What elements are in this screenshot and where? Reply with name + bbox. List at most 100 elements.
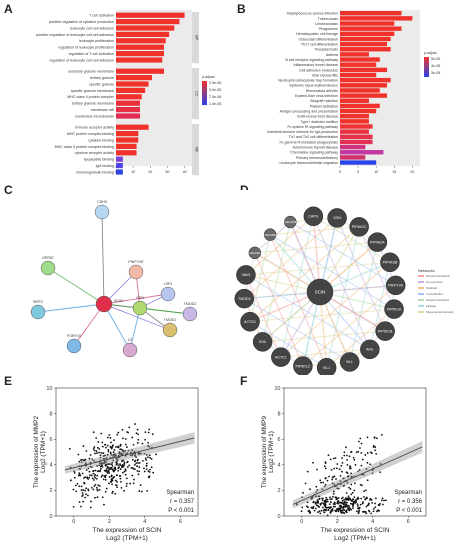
data-point (329, 498, 332, 501)
data-point (72, 488, 75, 491)
data-point (132, 443, 135, 446)
bar (340, 21, 395, 26)
data-point (382, 503, 384, 506)
bar (116, 12, 185, 18)
data-point (349, 498, 352, 501)
data-point (319, 479, 322, 482)
term-label: cytokine binding (88, 138, 114, 142)
data-point (132, 482, 135, 485)
data-point (82, 494, 84, 496)
data-point (346, 472, 349, 474)
data-point (356, 497, 359, 500)
data-point (348, 497, 351, 500)
data-point (327, 506, 330, 509)
node-label: ACTC1 (275, 355, 287, 359)
data-point (335, 496, 338, 499)
node-label: GSN (136, 296, 144, 300)
data-point (360, 497, 363, 500)
data-point (133, 468, 136, 470)
data-point (129, 451, 132, 454)
data-point (116, 481, 119, 483)
node-label: PIP4K2B (383, 261, 398, 265)
data-point (146, 489, 149, 492)
node-label: PIP5K1A (387, 307, 402, 311)
data-point (90, 500, 92, 503)
data-point (373, 436, 376, 439)
data-point (351, 491, 354, 494)
data-point (126, 466, 129, 468)
x-tick-label: 5 (357, 170, 359, 174)
data-point (326, 498, 329, 501)
node-pikfyve (128, 264, 144, 280)
stats-p: P < 0.001 (168, 508, 194, 514)
data-point (316, 499, 319, 502)
data-point (90, 474, 93, 477)
data-point (313, 509, 316, 512)
term-label: Primary immunodeficiency (296, 156, 338, 160)
data-point (138, 452, 140, 455)
data-point (89, 461, 92, 464)
data-point (357, 512, 360, 515)
data-point (113, 449, 116, 451)
data-point (363, 490, 366, 493)
node-label: PIKFYVE (128, 260, 144, 264)
data-point (347, 508, 350, 511)
bar (116, 169, 123, 175)
data-point (352, 505, 354, 507)
node-vill (339, 352, 360, 372)
data-point (120, 486, 123, 489)
node-label: CECAM1 (249, 251, 261, 255)
data-point (96, 465, 99, 467)
data-point (339, 474, 342, 477)
legend-label: Shared protein domains (426, 310, 454, 314)
data-point (336, 463, 339, 465)
data-point (114, 492, 117, 495)
bar (340, 31, 395, 36)
data-point (84, 462, 87, 465)
genemania-network: SCIN CAPG GSN PIP4K2C PIP4K2A PIP4K2B PIKFYVE P… (228, 190, 454, 375)
data-point (337, 487, 340, 490)
data-point (138, 462, 141, 464)
data-point (91, 466, 93, 469)
data-point (134, 452, 137, 455)
data-point (341, 499, 344, 502)
data-point (371, 469, 374, 472)
data-point (92, 488, 95, 491)
node-cecam1 (248, 246, 262, 260)
node-pip5k1c (293, 356, 313, 375)
term-label: positive regulation of leukocyte cell-ce… (36, 33, 114, 37)
data-point (107, 470, 110, 473)
data-point (318, 510, 321, 513)
regression-line (292, 446, 423, 505)
data-point (95, 437, 98, 439)
data-point (119, 464, 122, 466)
data-point (105, 469, 108, 471)
node-label: ACTG1 (244, 320, 256, 324)
data-point (101, 445, 104, 448)
data-point (338, 468, 341, 471)
network-edge (103, 303, 171, 331)
data-point (128, 426, 131, 429)
data-point (365, 468, 368, 470)
node-label: PIP4K2A (370, 240, 385, 244)
data-point (121, 466, 123, 469)
data-point (147, 445, 149, 447)
data-point (123, 450, 125, 453)
data-point (88, 470, 91, 473)
data-point (352, 503, 354, 506)
data-point (77, 453, 80, 456)
data-point (78, 467, 81, 470)
data-point (112, 459, 115, 462)
data-point (335, 478, 337, 480)
data-point (83, 481, 85, 484)
data-point (355, 451, 358, 454)
node-actg1 (240, 311, 260, 332)
legend-label: Physical Interactions (426, 274, 450, 278)
data-point (92, 459, 95, 462)
data-point (116, 462, 119, 465)
data-point (105, 446, 107, 449)
data-point (352, 456, 355, 459)
data-point (107, 450, 110, 453)
term-label: Autoimmune thyroid disease (293, 146, 338, 150)
data-point (111, 490, 114, 493)
